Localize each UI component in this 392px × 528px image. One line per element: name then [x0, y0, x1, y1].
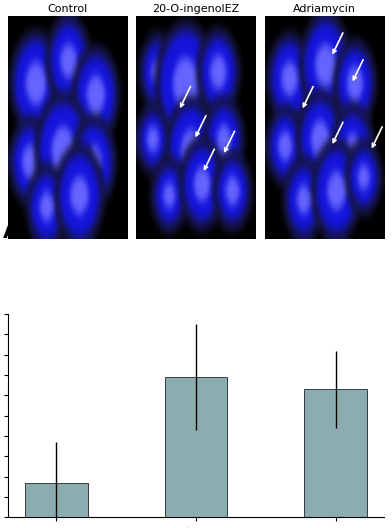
Bar	[25, 483, 88, 517]
Title: Adriamycin: Adriamycin	[293, 4, 356, 14]
Title: 20-O-ingenolEZ: 20-O-ingenolEZ	[152, 4, 240, 14]
Bar	[304, 389, 367, 517]
Title: Control: Control	[47, 4, 87, 14]
Bar	[165, 377, 227, 517]
Text: A: A	[3, 223, 18, 242]
